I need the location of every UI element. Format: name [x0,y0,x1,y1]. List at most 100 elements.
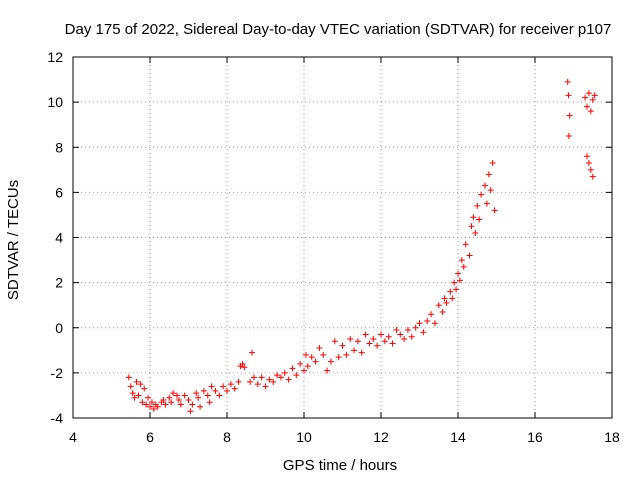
data-point [312,358,319,365]
data-point [374,342,381,349]
y-tick-label: 0 [55,320,63,336]
data-point [258,374,265,381]
data-point [266,376,273,383]
data-point [200,387,207,394]
data-point [141,385,148,392]
data-point [485,171,492,178]
data-point [566,112,573,119]
x-tick-label: 10 [296,429,312,445]
data-point [397,331,404,338]
data-point [491,207,498,214]
data-point [565,132,572,139]
data-point [468,223,475,230]
y-axis-label: SDTVAR / TECUs [5,180,22,300]
data-point [401,336,408,343]
data-point [193,390,200,397]
data-point [154,403,161,410]
data-point [170,390,177,397]
data-point [148,399,155,406]
data-point [143,401,150,408]
data-point [370,336,377,343]
data-point [476,216,483,223]
data-point [453,286,460,293]
data-point [451,279,458,286]
data-point [249,349,256,356]
y-tick-label: 10 [47,94,63,110]
data-point [145,394,152,401]
data-point [456,277,463,284]
data-point [404,327,411,334]
data-point [160,396,167,403]
data-point [366,340,373,347]
data-point [439,308,446,315]
data-point [420,329,427,336]
data-point [216,392,223,399]
data-point [227,381,234,388]
y-tick-label: -4 [51,410,64,426]
data-point [389,340,396,347]
data-point [270,378,277,385]
data-point [125,374,132,381]
data-point [281,369,288,376]
data-point [347,336,354,343]
data-point [247,378,254,385]
data-point [133,378,140,385]
data-point [589,173,596,180]
data-point [412,324,419,331]
data-point [320,351,327,358]
data-point [316,345,323,352]
data-point [239,360,246,367]
data-point [185,396,192,403]
data-point [166,394,173,401]
data-point [195,394,202,401]
data-point [483,200,490,207]
data-point [449,295,456,302]
data-point [220,383,227,390]
plot-frame [72,56,613,419]
data-point [585,90,592,97]
data-point [358,349,365,356]
x-tick-label: 4 [69,429,77,445]
data-point [385,333,392,340]
data-point [197,403,204,410]
y-tick-label: 4 [55,230,63,246]
data-point [474,202,481,209]
data-point [235,378,242,385]
data-point [177,401,184,408]
data-point [470,214,477,221]
y-tick-label: 12 [47,49,63,65]
data-point [324,367,331,374]
x-tick-label: 8 [223,429,231,445]
data-point [416,320,423,327]
data-point [181,392,188,399]
data-point [147,403,153,410]
data-points [125,78,598,415]
data-point [591,92,598,99]
data-point [289,365,296,372]
x-tick-label: 6 [146,429,154,445]
data-point [308,354,315,361]
data-point [212,387,219,394]
data-point [297,360,304,367]
data-point [285,376,292,383]
data-point [458,257,465,264]
data-point [462,241,469,248]
data-point [455,270,461,277]
data-point [478,191,485,198]
data-point [254,381,261,388]
data-point [381,338,388,345]
data-point [129,390,136,397]
data-point [168,399,175,406]
data-point [481,182,488,189]
data-point [428,311,435,318]
data-point [489,160,496,167]
data-point [277,374,284,381]
data-point [137,381,144,388]
data-point [393,327,400,334]
data-point [589,96,596,103]
data-point [431,320,438,327]
data-point [241,364,248,371]
data-point [362,331,369,338]
